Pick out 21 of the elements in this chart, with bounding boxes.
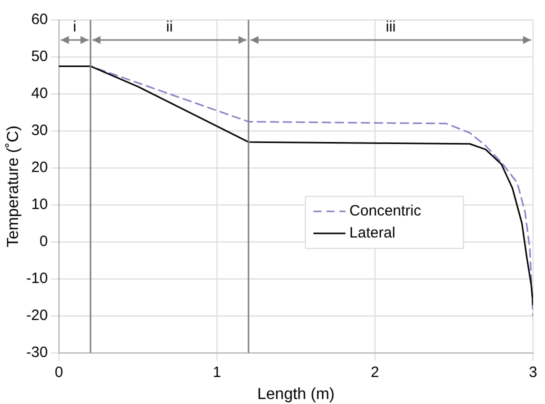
x-axis-title: Length (m) xyxy=(257,386,335,403)
annotation: iii xyxy=(386,18,396,36)
y-tick-label: 10 xyxy=(31,196,48,214)
annotation: i xyxy=(73,18,76,36)
y-tick-label: -10 xyxy=(26,270,48,287)
y-axis-title: Temperature (˚C) xyxy=(5,125,22,248)
y-tick-label: 40 xyxy=(31,85,48,102)
x-tick-label: 2 xyxy=(370,364,380,381)
x-tick-label: 3 xyxy=(528,364,538,381)
x-tick-label: 0 xyxy=(54,364,64,381)
y-tick-label: 50 xyxy=(31,48,48,66)
legend-label: Lateral xyxy=(349,224,396,242)
y-tick-label: 30 xyxy=(31,122,48,140)
x-tick-label: 1 xyxy=(212,364,222,381)
y-tick-label: 60 xyxy=(31,11,48,28)
y-tick-label: 0 xyxy=(40,233,48,250)
y-tick-label: -30 xyxy=(26,344,48,361)
legend-label: Concentric xyxy=(349,202,422,220)
annotation: ii xyxy=(166,18,173,36)
y-tick-label: 20 xyxy=(31,159,48,176)
y-tick-label: -20 xyxy=(26,306,48,324)
